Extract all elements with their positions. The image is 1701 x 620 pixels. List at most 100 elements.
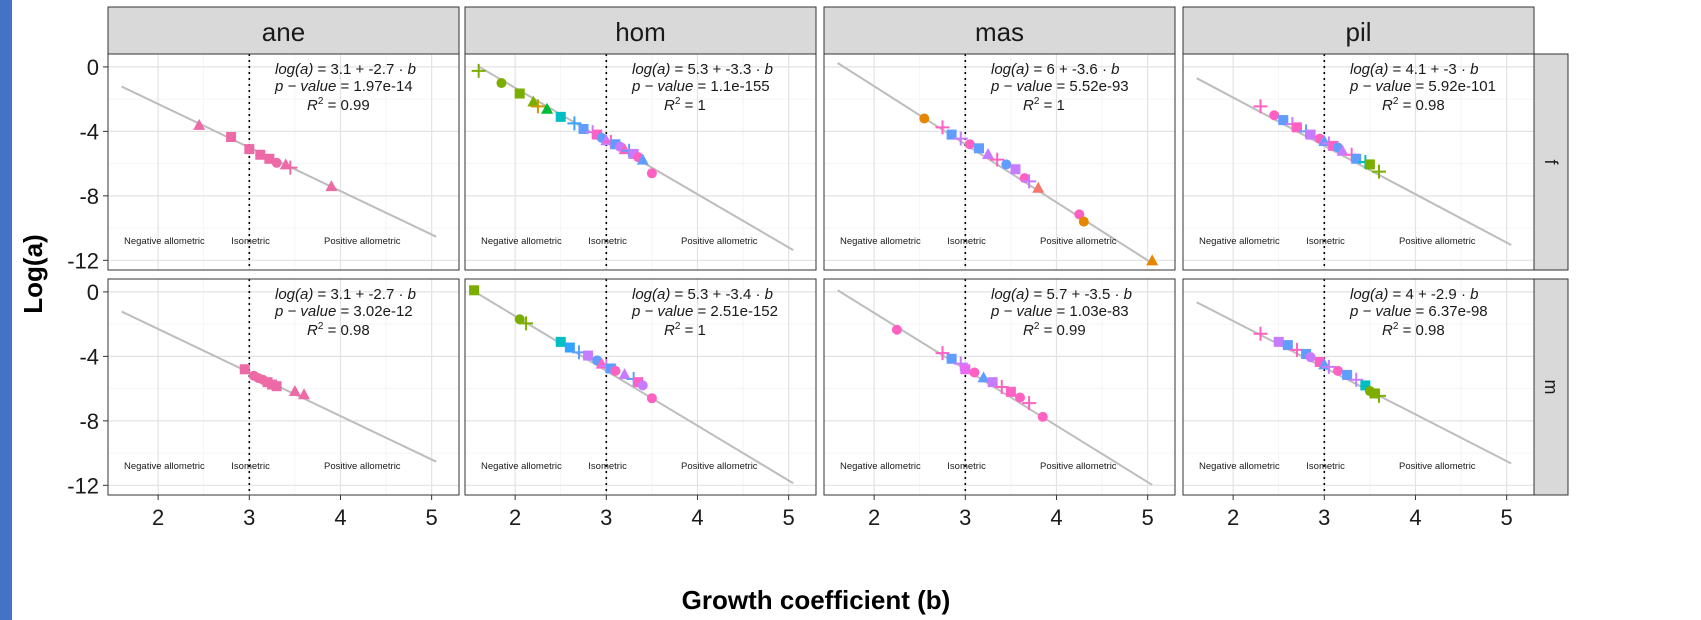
x-axis-hom: 2 3 4 5 [509,495,795,530]
p-value-annotation: p − value = 2.51e-152 [631,303,778,320]
data-point-plus [567,116,582,131]
data-point-triangle [982,147,995,159]
data-point-circle [1332,365,1343,376]
x-tick-label: 4 [334,505,346,530]
data-point-circle [1305,352,1316,363]
data-point-square [1360,380,1371,391]
x-tick-label: 5 [1501,505,1513,530]
data-point-circle [646,393,657,404]
data-point-square [555,336,566,347]
x-tick-label: 4 [1050,505,1062,530]
panel-border [823,53,1176,271]
p-value-annotation: p − value = 3.02e-12 [274,303,413,320]
facet-strip-label: ane [262,17,305,47]
data-point-plus [935,346,950,361]
panel-plot-area [465,54,816,270]
data-point-square [564,342,575,353]
data-point-plus [1372,164,1387,179]
regression-line [478,293,794,485]
data-point-plus [530,99,545,114]
regression-equation: log(a) = 6 + -3.6 · b [991,61,1119,78]
y-tick-label: -8 [79,184,99,209]
p-value-annotation: p − value = 6.37e-98 [1349,303,1488,320]
data-point-square [264,153,275,164]
data-point-square [1282,340,1293,351]
row-strip-m: m [1533,278,1569,496]
zone-label-positive: Positive allometric [1040,236,1117,247]
zone-label-negative: Negative allometric [481,236,562,247]
data-point-square [987,377,998,388]
panel-ane-m: Negative allometric Isometric Positive all… [107,278,460,496]
p-value-annotation: p − value = 1.97e-14 [274,78,413,95]
regression-equation: log(a) = 5.3 + -3.3 · b [632,61,773,78]
data-point-square [578,123,589,134]
y-tick-label: 0 [87,280,99,305]
panel-plot-area [1183,54,1534,270]
data-point-circle [919,113,930,124]
panel-border [107,278,460,496]
data-point-plus [1253,99,1268,114]
facet-strip-bg [823,6,1176,55]
data-point-plus [935,120,950,135]
data-point-plus [990,152,1005,167]
zone-label-isometric: Isometric [231,236,270,247]
data-point-triangle [527,95,540,107]
panel-pil-m: Negative allometric Isometric Positive all… [1182,278,1535,496]
data-point-square [1278,115,1289,126]
zone-label-negative: Negative allometric [481,461,562,472]
y-tick-label: -8 [79,409,99,434]
panel-hom-m: Negative allometric Isometric Positive all… [464,278,817,496]
data-point-triangle [298,388,311,400]
zone-label-positive: Positive allometric [324,236,401,247]
facet-strip-label: pil [1345,17,1371,47]
zone-label-isometric: Isometric [947,236,986,247]
data-point-circle [496,78,507,89]
data-point-plus [519,316,534,331]
row-strip-f: f [1533,53,1569,271]
zone-label-positive: Positive allometric [681,236,758,247]
facet-strip-mas: mas [823,6,1176,55]
data-point-circle [646,168,657,179]
regression-equation: log(a) = 5.7 + -3.5 · b [991,286,1132,303]
data-point-circle [271,157,282,168]
data-point-circle [1074,209,1085,220]
panel-border [464,53,817,271]
y-axis-f: 0 -4 -8 -12 [67,55,108,273]
data-point-circle [964,139,975,150]
data-point-square [555,111,566,122]
data-point-square [469,285,480,296]
x-tick-label: 2 [152,505,164,530]
data-point-circle [969,367,980,378]
data-point-square [1369,388,1380,399]
data-point-square [1301,348,1312,359]
x-tick-label: 5 [783,505,795,530]
panel-plot-area [824,279,1175,495]
r-squared-annotation: R2 = 0.98 [307,321,370,339]
data-point-square [592,129,603,140]
data-point-plus [1349,372,1364,387]
zone-label-positive: Positive allometric [1399,461,1476,472]
data-point-triangle [288,385,301,397]
x-axis-pil: 2 3 4 5 [1227,495,1513,530]
data-point-triangle [193,118,206,130]
data-point-square [610,139,621,150]
data-point-circle [610,365,621,376]
x-tick-label: 3 [1318,505,1330,530]
facet-strip-hom: hom [464,6,817,55]
data-point-triangle [1146,254,1159,266]
data-point-triangle [977,371,990,383]
zone-label-isometric: Isometric [1306,236,1345,247]
zone-label-positive: Positive allometric [681,461,758,472]
regression-equation: log(a) = 4.1 + -3 · b [1350,61,1478,78]
data-point-plus [1372,388,1387,403]
data-point-square [1351,153,1362,164]
x-tick-label: 2 [1227,505,1239,530]
data-point-triangle [1032,181,1045,193]
data-point-square [1005,386,1016,397]
data-point-square [1273,336,1284,347]
facet-strip-label: hom [615,17,666,47]
data-point-plus [283,160,298,175]
data-point-square [1010,164,1021,175]
zone-label-negative: Negative allometric [1199,236,1280,247]
data-point-square [946,129,957,140]
